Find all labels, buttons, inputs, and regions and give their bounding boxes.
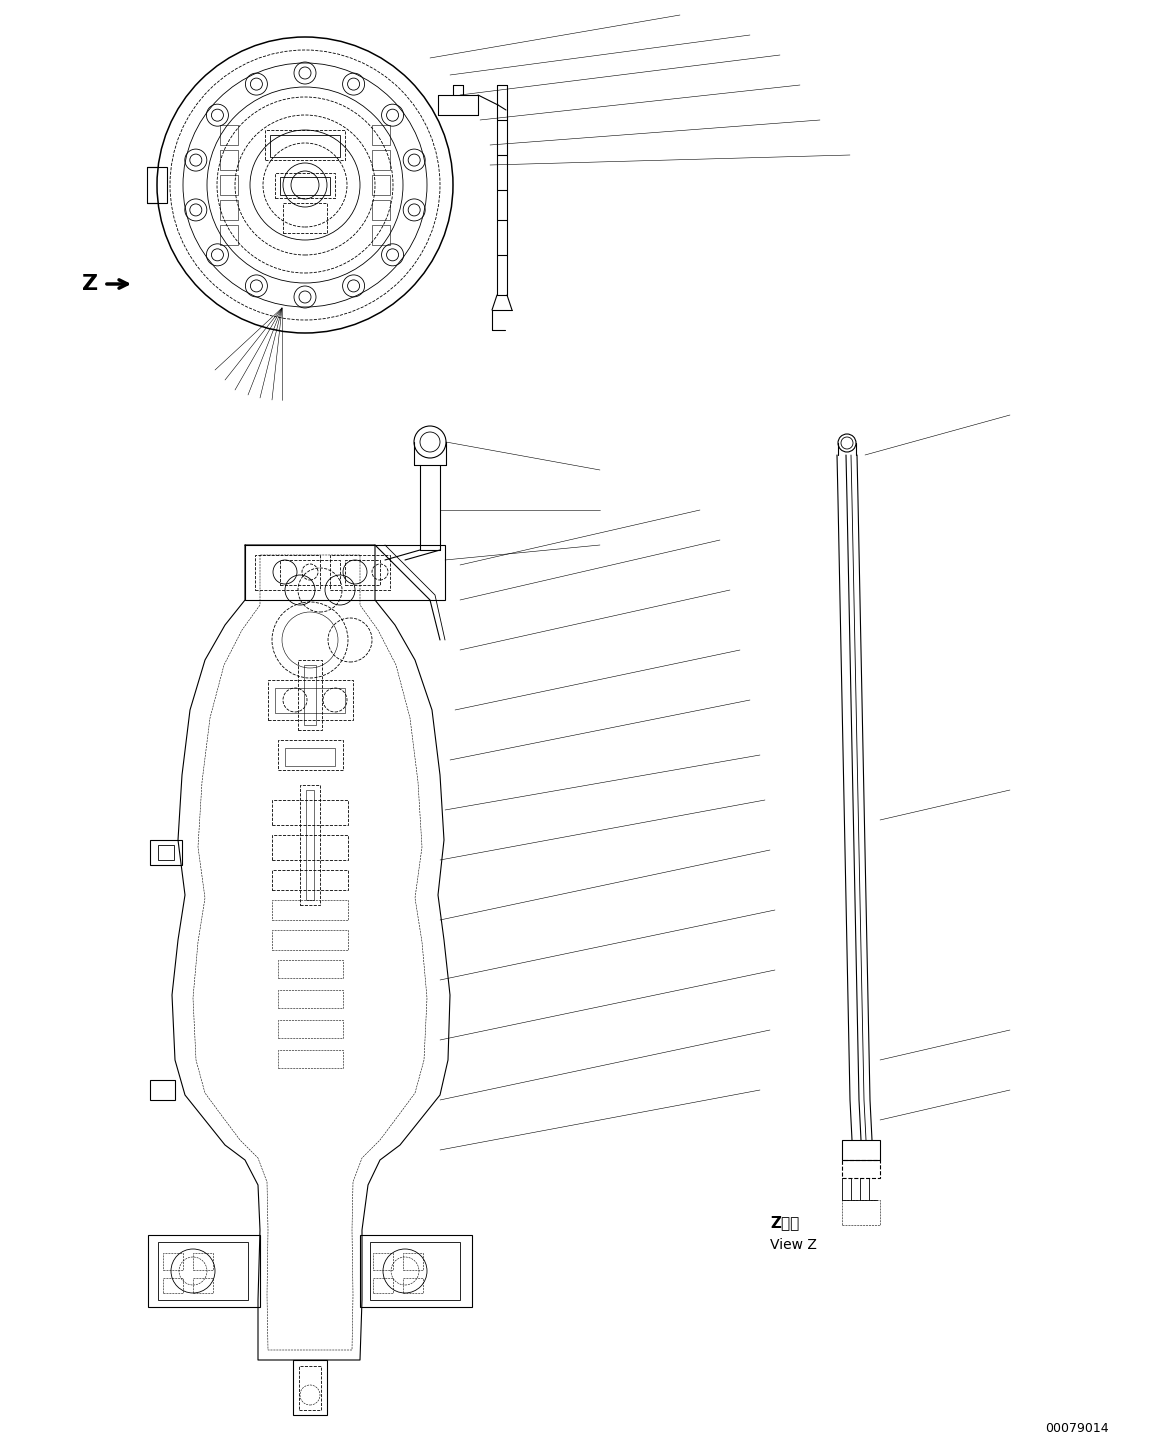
Bar: [360, 1235, 472, 1308]
Bar: [245, 545, 445, 600]
Bar: [220, 150, 238, 170]
Bar: [220, 201, 238, 219]
Bar: [278, 1051, 343, 1068]
Circle shape: [250, 78, 262, 90]
Bar: [372, 174, 389, 195]
Bar: [299, 1366, 321, 1409]
Bar: [285, 748, 335, 766]
Bar: [150, 840, 182, 865]
Bar: [147, 167, 167, 203]
Bar: [220, 174, 238, 195]
Text: Z: Z: [82, 275, 99, 294]
Bar: [370, 1242, 460, 1300]
Bar: [304, 665, 316, 725]
Bar: [272, 930, 348, 950]
Bar: [265, 129, 345, 160]
Bar: [403, 1279, 423, 1293]
Bar: [150, 1080, 175, 1100]
Circle shape: [387, 248, 399, 262]
Bar: [280, 559, 340, 586]
Bar: [275, 689, 345, 713]
Bar: [373, 1252, 393, 1270]
Bar: [268, 680, 353, 721]
Bar: [163, 1252, 183, 1270]
Bar: [220, 225, 238, 246]
Bar: [278, 960, 343, 978]
Bar: [293, 1360, 327, 1415]
Circle shape: [408, 154, 421, 166]
Circle shape: [299, 291, 311, 304]
Circle shape: [190, 203, 202, 216]
Circle shape: [250, 280, 262, 292]
Bar: [372, 150, 389, 170]
Text: Z　視: Z 視: [770, 1215, 800, 1231]
Bar: [372, 225, 389, 246]
Bar: [300, 785, 320, 905]
Bar: [841, 1200, 880, 1225]
Circle shape: [348, 280, 359, 292]
Bar: [841, 1141, 880, 1159]
Circle shape: [190, 154, 202, 166]
Bar: [272, 835, 348, 860]
Circle shape: [387, 109, 399, 121]
Circle shape: [211, 109, 224, 121]
Bar: [272, 801, 348, 825]
Bar: [330, 555, 389, 590]
Bar: [841, 1159, 880, 1178]
Bar: [278, 1020, 343, 1037]
Circle shape: [348, 78, 359, 90]
Bar: [280, 177, 330, 195]
Bar: [373, 1279, 393, 1293]
Bar: [306, 790, 314, 899]
Bar: [270, 135, 340, 157]
Bar: [148, 1235, 260, 1308]
Bar: [272, 899, 348, 920]
Text: View Z: View Z: [770, 1238, 817, 1252]
Bar: [220, 125, 238, 145]
Bar: [275, 173, 335, 198]
Bar: [194, 1252, 213, 1270]
Bar: [403, 1252, 423, 1270]
Bar: [272, 870, 348, 891]
Bar: [278, 989, 343, 1008]
Bar: [194, 1279, 213, 1293]
Bar: [283, 203, 327, 232]
Bar: [298, 660, 322, 729]
Bar: [345, 559, 380, 586]
Bar: [372, 125, 389, 145]
Bar: [255, 555, 320, 590]
Text: 00079014: 00079014: [1045, 1422, 1109, 1436]
Bar: [278, 740, 343, 770]
Circle shape: [211, 248, 224, 262]
Bar: [372, 201, 389, 219]
Bar: [158, 1242, 248, 1300]
Circle shape: [408, 203, 421, 216]
Circle shape: [299, 67, 311, 78]
Bar: [158, 846, 174, 860]
Bar: [163, 1279, 183, 1293]
